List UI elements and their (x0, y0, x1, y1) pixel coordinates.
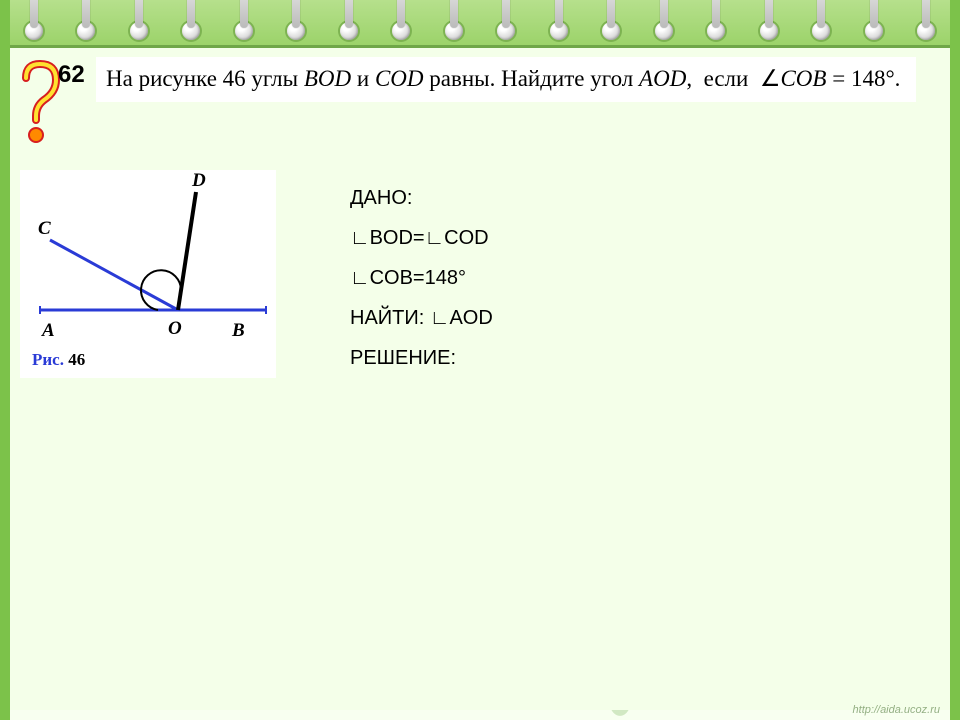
spiral-ring (187, 0, 195, 28)
spiral-ring (607, 0, 615, 28)
figure-caption-prefix: Рис. (32, 350, 64, 369)
spiral-ring (345, 0, 353, 28)
spiral-ring (240, 0, 248, 28)
spiral-ring (555, 0, 563, 28)
spiral-ring (82, 0, 90, 28)
question-mark-icon (16, 60, 60, 146)
spiral-ring (922, 0, 930, 28)
find-line: НАЙТИ: ∟AOD (350, 298, 493, 338)
spiral-ring (292, 0, 300, 28)
spiral-ring (450, 0, 458, 28)
solution-heading: РЕШЕНИЕ: (350, 338, 493, 378)
point-label-O: O (168, 318, 182, 340)
problem-statement-box: На рисунке 46 углы BOD и COD равны. Найд… (96, 57, 916, 102)
figure-caption: Рис. 46 (32, 350, 85, 370)
spiral-ring (397, 0, 405, 28)
given-line-1: ∟BOD=∟COD (350, 218, 493, 258)
border-right (950, 0, 960, 720)
problem-number: 62 (58, 61, 85, 89)
point-label-C: C (38, 218, 51, 240)
paper-area: 62 На рисунке 46 углы BOD и COD равны. Н… (10, 48, 950, 710)
given-heading: ДАНО: (350, 178, 493, 218)
notebook-spiral (10, 0, 950, 48)
figure-panel: A B C D O Рис. 46 (20, 170, 276, 378)
footer-url: http://aida.ucoz.ru (853, 704, 940, 716)
spiral-ring (660, 0, 668, 28)
spiral-ring (765, 0, 773, 28)
spiral-ring (817, 0, 825, 28)
spiral-ring (135, 0, 143, 28)
given-line-2: ∟COB=148° (350, 258, 493, 298)
point-label-A: A (42, 320, 55, 342)
spiral-ring (870, 0, 878, 28)
figure-caption-number: 46 (68, 350, 85, 369)
solution-block: ДАНО: ∟BOD=∟COD ∟COB=148° НАЙТИ: ∟AOD РЕ… (350, 178, 493, 378)
spiral-ring (502, 0, 510, 28)
spiral-ring (30, 0, 38, 28)
point-label-B: B (232, 320, 245, 342)
point-label-D: D (192, 170, 206, 192)
border-left (0, 0, 10, 720)
spiral-ring (712, 0, 720, 28)
problem-statement-text: На рисунке 46 углы BOD и COD равны. Найд… (106, 63, 906, 94)
